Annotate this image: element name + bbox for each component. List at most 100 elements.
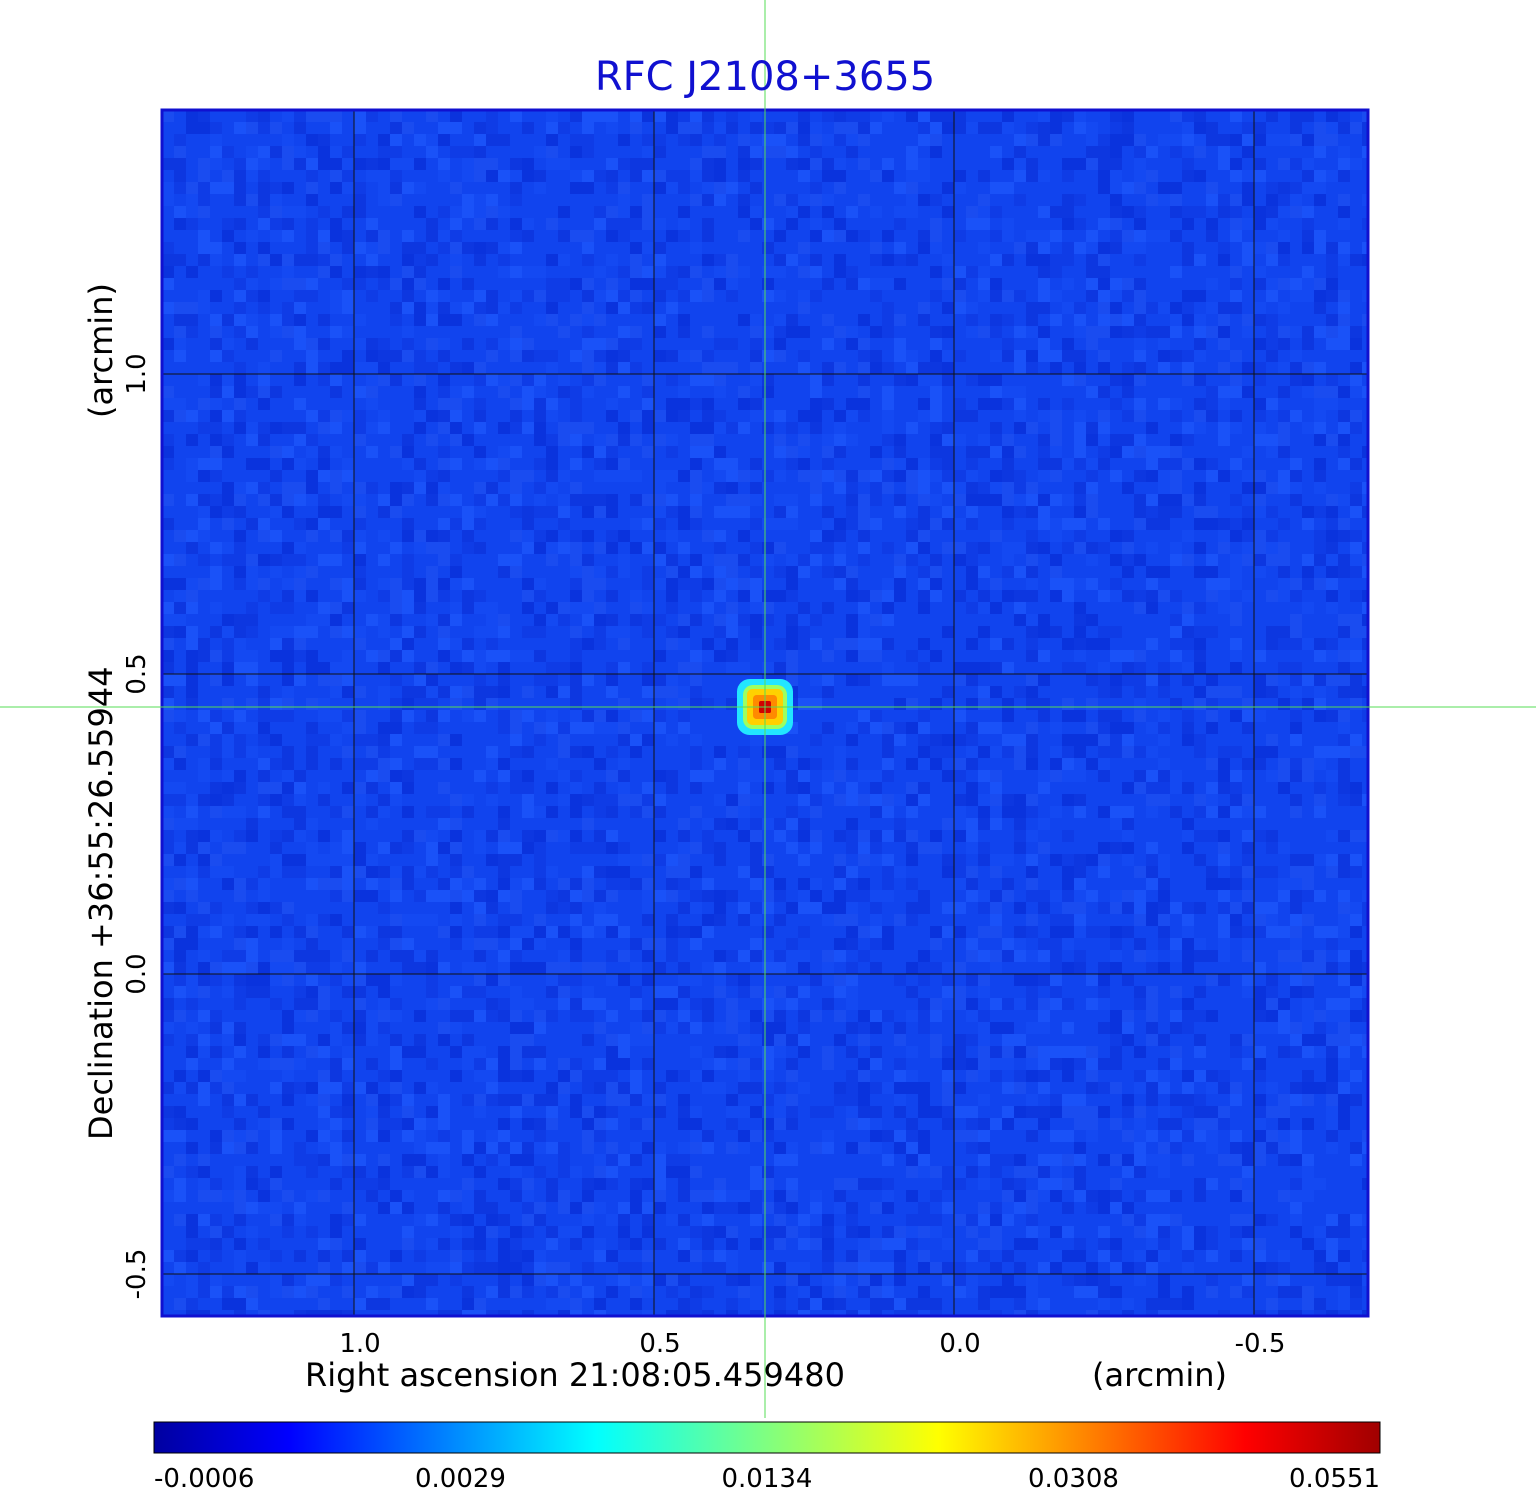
noise-pixel — [1350, 122, 1362, 134]
noise-pixel — [798, 818, 810, 830]
noise-pixel — [390, 1082, 402, 1094]
noise-pixel — [1182, 734, 1194, 746]
noise-pixel — [558, 686, 570, 698]
noise-pixel — [1314, 398, 1326, 410]
noise-pixel — [534, 926, 546, 938]
noise-pixel — [1218, 518, 1230, 530]
noise-pixel — [366, 866, 378, 878]
noise-pixel — [1014, 386, 1026, 398]
noise-pixel — [234, 482, 246, 494]
noise-pixel — [678, 854, 690, 866]
noise-pixel — [1254, 530, 1266, 542]
noise-pixel — [222, 770, 234, 782]
noise-pixel — [498, 842, 510, 854]
noise-pixel — [942, 470, 954, 482]
noise-pixel — [174, 926, 186, 938]
noise-pixel — [894, 674, 906, 686]
noise-pixel — [738, 1058, 750, 1070]
noise-pixel — [258, 986, 270, 998]
noise-pixel — [546, 122, 558, 134]
noise-pixel — [462, 362, 474, 374]
noise-pixel — [414, 830, 426, 842]
noise-pixel — [774, 1154, 786, 1166]
noise-pixel — [1062, 350, 1074, 362]
noise-pixel — [1326, 122, 1338, 134]
noise-pixel — [558, 830, 570, 842]
noise-pixel — [1194, 650, 1206, 662]
noise-pixel — [1158, 182, 1170, 194]
noise-pixel — [858, 314, 870, 326]
noise-pixel — [546, 410, 558, 422]
noise-pixel — [366, 374, 378, 386]
noise-pixel — [690, 434, 702, 446]
noise-pixel — [402, 338, 414, 350]
noise-pixel — [162, 614, 174, 626]
noise-pixel — [354, 1034, 366, 1046]
noise-pixel — [474, 1142, 486, 1154]
noise-pixel — [966, 122, 978, 134]
noise-pixel — [186, 110, 198, 122]
noise-pixel — [510, 962, 522, 974]
noise-pixel — [738, 1190, 750, 1202]
noise-pixel — [1062, 758, 1074, 770]
noise-pixel — [474, 398, 486, 410]
noise-pixel — [834, 770, 846, 782]
noise-pixel — [798, 1010, 810, 1022]
noise-pixel — [474, 146, 486, 158]
noise-pixel — [822, 974, 834, 986]
noise-pixel — [1278, 254, 1290, 266]
noise-pixel — [486, 158, 498, 170]
noise-pixel — [1062, 1106, 1074, 1118]
noise-pixel — [270, 146, 282, 158]
noise-pixel — [1098, 290, 1110, 302]
noise-pixel — [1110, 1154, 1122, 1166]
noise-pixel — [822, 542, 834, 554]
noise-pixel — [1314, 470, 1326, 482]
noise-pixel — [642, 602, 654, 614]
noise-pixel — [234, 662, 246, 674]
noise-pixel — [1314, 758, 1326, 770]
noise-pixel — [270, 950, 282, 962]
noise-pixel — [246, 818, 258, 830]
noise-pixel — [954, 434, 966, 446]
noise-pixel — [966, 830, 978, 842]
noise-pixel — [222, 350, 234, 362]
noise-pixel — [174, 170, 186, 182]
noise-pixel — [1002, 1190, 1014, 1202]
noise-pixel — [1086, 722, 1098, 734]
noise-pixel — [402, 530, 414, 542]
noise-pixel — [1218, 434, 1230, 446]
noise-pixel — [246, 314, 258, 326]
noise-pixel — [654, 314, 666, 326]
noise-pixel — [606, 806, 618, 818]
noise-pixel — [390, 278, 402, 290]
noise-pixel — [942, 1166, 954, 1178]
noise-pixel — [258, 770, 270, 782]
noise-pixel — [558, 1190, 570, 1202]
noise-pixel — [906, 902, 918, 914]
noise-pixel — [978, 842, 990, 854]
noise-pixel — [210, 494, 222, 506]
noise-pixel — [1230, 170, 1242, 182]
noise-pixel — [870, 890, 882, 902]
noise-pixel — [1002, 218, 1014, 230]
noise-pixel — [486, 614, 498, 626]
noise-pixel — [510, 1106, 522, 1118]
noise-pixel — [186, 530, 198, 542]
noise-pixel — [1314, 806, 1326, 818]
noise-pixel — [1122, 734, 1134, 746]
noise-pixel — [1158, 770, 1170, 782]
noise-pixel — [1254, 1118, 1266, 1130]
noise-pixel — [462, 1046, 474, 1058]
noise-pixel — [378, 554, 390, 566]
noise-pixel — [414, 530, 426, 542]
noise-pixel — [1218, 806, 1230, 818]
noise-pixel — [402, 626, 414, 638]
noise-pixel — [1206, 398, 1218, 410]
noise-pixel — [750, 962, 762, 974]
noise-pixel — [774, 662, 786, 674]
noise-pixel — [1134, 446, 1146, 458]
noise-pixel — [726, 1106, 738, 1118]
noise-pixel — [666, 986, 678, 998]
noise-pixel — [1134, 374, 1146, 386]
